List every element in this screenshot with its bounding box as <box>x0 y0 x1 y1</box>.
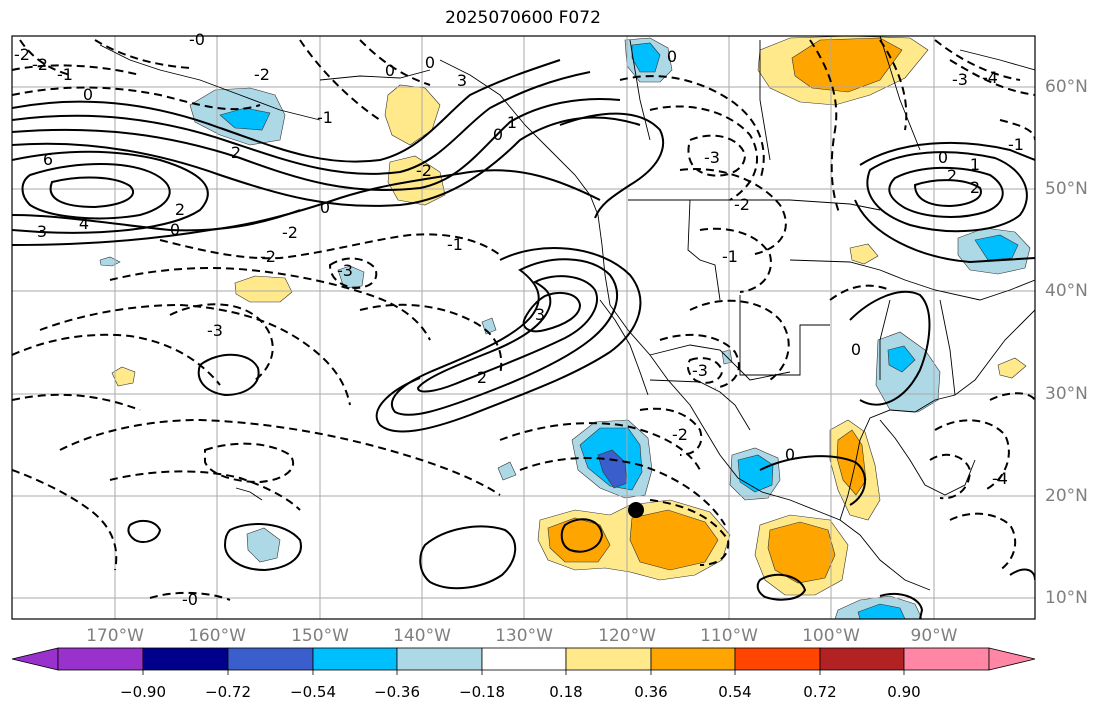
colorbar-under-arrow <box>11 647 59 671</box>
colorbar-label: 0.90 <box>887 683 921 701</box>
contour-label: 1 <box>507 113 517 132</box>
contour-label: 2 <box>970 178 980 197</box>
lat-label: 30°N <box>1045 384 1088 404</box>
contour-label: -0 <box>189 30 205 49</box>
contour-label: 1 <box>970 155 980 174</box>
lat-label: 60°N <box>1045 77 1088 97</box>
colorbar-segment <box>142 647 229 671</box>
contour-label: -4 <box>992 469 1008 488</box>
coastlines <box>99 36 1035 591</box>
colorbar-label: 0.36 <box>634 683 668 701</box>
colorbar-segment <box>57 647 144 671</box>
contour-label: 0 <box>385 61 395 80</box>
colorbar-segment <box>819 647 905 671</box>
lon-label: 90°W <box>910 626 958 646</box>
colorbar-over-arrow <box>988 647 1036 671</box>
contour-label: -1 <box>1008 135 1024 154</box>
colorbar-label: 0.72 <box>803 683 837 701</box>
colorbar-segment <box>903 647 990 671</box>
contour-label: 0 <box>170 220 180 239</box>
contour-label: 6 <box>43 150 53 169</box>
contour-label: 3 <box>37 222 47 241</box>
lon-label: 130°W <box>495 626 553 646</box>
contour-label: -2 <box>282 223 298 242</box>
lat-label: 10°N <box>1045 588 1088 608</box>
contour-label: 0 <box>493 125 503 144</box>
colorbar-label: −0.90 <box>120 683 166 701</box>
colorbar-segment <box>734 647 821 671</box>
colorbar-segment <box>312 647 398 671</box>
contour-label: 2 <box>477 368 487 387</box>
colorbar-segment <box>481 647 567 671</box>
contour-label: -2 <box>260 247 276 266</box>
lon-label: 170°W <box>86 626 144 646</box>
contour-label: 0 <box>83 85 93 104</box>
lon-label: 160°W <box>188 626 246 646</box>
contour-label: 2 <box>231 143 241 162</box>
contours <box>12 59 1035 619</box>
contour-label: -1 <box>317 108 333 127</box>
contour-label: -3 <box>704 148 720 167</box>
colorbar-segment <box>396 647 483 671</box>
contour-label: 4 <box>79 214 89 233</box>
contour-label: -2 <box>416 161 432 180</box>
contour-label: -1 <box>57 65 73 84</box>
map-title: 2025070600 F072 <box>445 8 601 28</box>
contour-label: -2 <box>254 65 270 84</box>
contour-label: 0 <box>667 47 677 66</box>
lon-label: 110°W <box>700 626 758 646</box>
colorbar-label: 0.18 <box>549 683 583 701</box>
contour-label: -2 <box>672 425 688 444</box>
lon-label: 100°W <box>802 626 860 646</box>
contour-label: 0 <box>851 340 861 359</box>
colorbar-label: −0.72 <box>205 683 251 701</box>
contour-label: 0 <box>785 445 795 464</box>
colorbar <box>11 647 1036 675</box>
contour-label: -1 <box>447 235 463 254</box>
contour-labels: -2 -2 -1 0 6 4 3 2 0 -2 -2 -3 -1 0 -1 0 … <box>14 30 1024 609</box>
contour-label: 2 <box>175 200 185 219</box>
contours-negative <box>12 39 1035 601</box>
lat-label: 40°N <box>1045 281 1088 301</box>
lon-label: 150°W <box>291 626 349 646</box>
contour-label: -4 <box>982 68 998 87</box>
contour-label: 3 <box>535 305 545 324</box>
contour-label: -2 <box>32 55 48 74</box>
contour-label: -3 <box>207 321 223 340</box>
contour-label: -0 <box>182 590 198 609</box>
colorbar-segment <box>650 647 736 671</box>
contour-label: 3 <box>457 71 467 90</box>
lon-label: 120°W <box>598 626 656 646</box>
contour-label: -3 <box>692 361 708 380</box>
storm-center-marker <box>628 502 644 518</box>
contour-label: 0 <box>938 148 948 167</box>
contour-label: -3 <box>337 261 353 280</box>
contour-label: -2 <box>14 45 30 64</box>
plot-frame <box>11 35 1036 620</box>
contour-label: 0 <box>425 53 435 72</box>
colorbar-segment <box>227 647 314 671</box>
shade-yellow-pacific <box>234 275 293 303</box>
colorbar-label: −0.18 <box>459 683 505 701</box>
colorbar-label: −0.36 <box>374 683 420 701</box>
contour-label: -1 <box>722 247 738 266</box>
lat-label: 50°N <box>1045 179 1088 199</box>
contour-label: 2 <box>947 166 957 185</box>
colorbar-label: −0.54 <box>290 683 336 701</box>
colorbar-segment <box>565 647 652 671</box>
lon-label: 140°W <box>393 626 451 646</box>
contour-label: -2 <box>734 195 750 214</box>
lat-label: 20°N <box>1045 486 1088 506</box>
colorbar-label: 0.54 <box>718 683 752 701</box>
contour-label: 0 <box>320 198 330 217</box>
contour-label: -3 <box>952 70 968 89</box>
